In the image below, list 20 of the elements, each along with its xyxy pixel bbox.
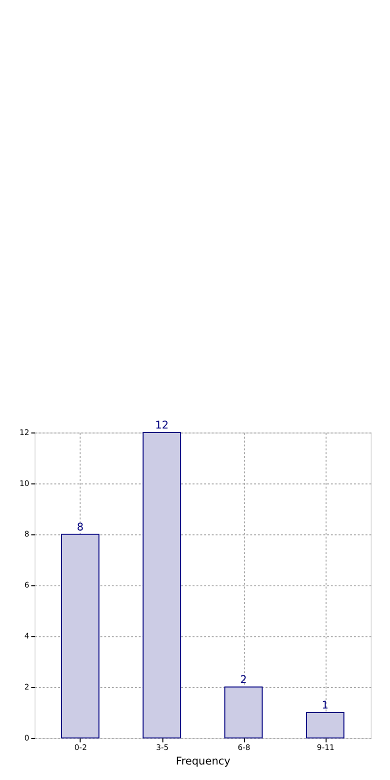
- bar: [142, 432, 182, 738]
- data-label: 1: [322, 700, 329, 712]
- y-tick-label: 6: [24, 580, 30, 590]
- bar: [224, 686, 263, 738]
- y-tick-label: 10: [20, 478, 30, 488]
- data-label: 12: [155, 420, 169, 432]
- y-tick-label: 2: [24, 682, 30, 692]
- x-tick-label: 3-5: [156, 742, 169, 752]
- bar: [306, 712, 344, 738]
- y-tick-label: 0: [24, 733, 30, 742]
- bar: [61, 534, 100, 738]
- y-tick-label: 12: [20, 428, 30, 437]
- data-label: 2: [240, 674, 247, 686]
- x-axis-title: Frequency: [176, 755, 230, 768]
- x-tick-label: 6-8: [238, 742, 250, 752]
- data-label: 8: [76, 521, 84, 534]
- y-tick-label: 4: [24, 632, 30, 641]
- x-tick-label: 9-11: [316, 742, 334, 752]
- y-tick-label: 8: [24, 530, 30, 539]
- x-tick-label: 0-2: [74, 742, 88, 752]
